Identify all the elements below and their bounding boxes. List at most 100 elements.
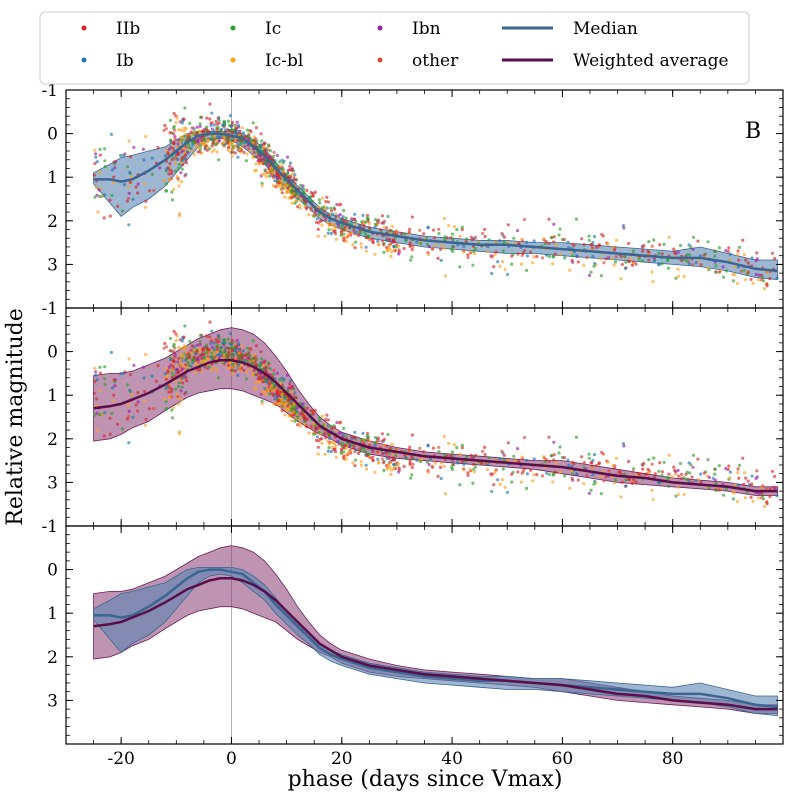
point-Ic-bl xyxy=(706,266,710,270)
point-IIb xyxy=(259,350,263,354)
point-IIb xyxy=(190,344,194,348)
point-IIb xyxy=(169,390,173,394)
point-Ic xyxy=(547,254,552,258)
point-IIb xyxy=(349,233,353,237)
point-other xyxy=(522,217,527,222)
point-other xyxy=(210,339,214,343)
point-IIb xyxy=(286,399,290,403)
point-IIb xyxy=(172,111,176,116)
legend-label: Ibn xyxy=(412,19,441,39)
point-IIb xyxy=(408,241,412,245)
point-Ic xyxy=(223,339,227,343)
point-IIb xyxy=(744,476,748,480)
point-Ic xyxy=(688,253,692,257)
point-Ic xyxy=(110,193,114,198)
point-Ic xyxy=(589,270,593,274)
point-Ib xyxy=(110,168,115,172)
point-Ic-bl xyxy=(323,234,327,238)
point-Ic-bl xyxy=(458,234,462,238)
point-IIb xyxy=(296,205,300,209)
legend-label: Ic-bl xyxy=(265,51,303,71)
point-Ic xyxy=(623,254,627,258)
point-Ic xyxy=(327,433,331,437)
point-Ic-bl xyxy=(443,492,447,496)
point-other xyxy=(650,244,654,248)
point-Ic-bl xyxy=(237,351,241,355)
point-Ibn xyxy=(113,384,117,388)
point-Ic xyxy=(713,472,717,476)
point-Ic xyxy=(174,169,178,173)
point-Ib xyxy=(392,245,396,249)
point-Ic xyxy=(192,359,196,363)
point-IIb xyxy=(517,459,521,464)
y-tick-label: 1 xyxy=(47,168,58,188)
point-Ic-bl xyxy=(182,129,186,133)
point-IIb xyxy=(388,446,392,450)
point-Ic-bl xyxy=(742,471,747,475)
point-Ic xyxy=(637,257,641,261)
point-Ib xyxy=(150,156,154,160)
point-Ic-bl xyxy=(731,490,735,494)
point-IIb xyxy=(494,250,498,254)
point-Ib xyxy=(315,435,319,439)
point-Ic-bl xyxy=(177,346,181,350)
point-Ib xyxy=(426,226,430,230)
point-IIb xyxy=(410,247,414,252)
point-IIb xyxy=(521,469,525,473)
point-Ic-bl xyxy=(389,254,393,259)
point-Ic-bl xyxy=(303,204,307,208)
point-Ib xyxy=(591,458,595,463)
point-IIb xyxy=(387,237,392,241)
point-Ic xyxy=(685,252,689,257)
point-Ib xyxy=(109,350,113,354)
point-Ib xyxy=(119,154,123,158)
point-IIb xyxy=(402,246,406,251)
point-Ic-bl xyxy=(192,130,197,134)
point-IIb xyxy=(547,459,551,463)
point-IIb xyxy=(243,144,247,148)
point-other xyxy=(292,393,296,397)
point-Ic-bl xyxy=(275,184,279,188)
point-Ic-bl xyxy=(269,385,273,389)
point-Ib xyxy=(212,129,216,133)
point-Ic-bl xyxy=(736,252,740,257)
point-IIb xyxy=(198,150,202,154)
point-Ic-bl xyxy=(222,137,226,141)
point-Ic-bl xyxy=(650,270,654,274)
point-Ib xyxy=(180,121,184,125)
point-Ic-bl xyxy=(164,148,168,152)
point-Ic xyxy=(240,353,244,357)
point-Ib xyxy=(775,494,779,498)
point-Ic-bl xyxy=(359,463,364,467)
point-Ibn xyxy=(754,476,758,481)
point-IIb xyxy=(144,417,148,421)
point-IIb xyxy=(562,456,567,460)
point-IIb xyxy=(324,417,328,422)
point-Ib xyxy=(169,358,173,362)
point-Ib xyxy=(122,183,127,187)
point-IIb xyxy=(134,185,138,189)
point-other xyxy=(164,127,168,131)
point-Ic-bl xyxy=(651,498,655,502)
point-Ibn xyxy=(323,433,327,437)
panel-middle-plot-area xyxy=(92,308,779,526)
point-Ic-bl xyxy=(542,237,546,241)
point-IIb xyxy=(397,248,401,252)
point-IIb xyxy=(382,437,386,441)
point-Ic xyxy=(688,471,692,475)
point-IIb xyxy=(108,198,112,202)
y-tick-label: 2 xyxy=(47,212,58,232)
point-IIb xyxy=(177,152,181,156)
point-IIb xyxy=(408,445,412,449)
point-IIb xyxy=(430,247,435,251)
point-Ic xyxy=(281,167,285,171)
y-tick-label: 2 xyxy=(47,648,58,668)
point-Ic-bl xyxy=(558,470,563,474)
point-Ib xyxy=(189,146,193,150)
point-Ic-bl xyxy=(462,468,466,472)
point-IIb xyxy=(211,141,215,145)
point-Ic xyxy=(374,217,378,222)
point-other xyxy=(521,239,525,243)
point-Ic xyxy=(589,488,593,492)
point-IIb xyxy=(431,228,435,232)
